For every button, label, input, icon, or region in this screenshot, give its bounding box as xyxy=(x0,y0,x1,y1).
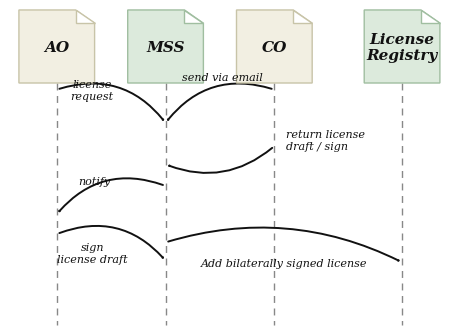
Text: CO: CO xyxy=(262,41,287,55)
Text: AO: AO xyxy=(44,41,70,55)
FancyArrowPatch shape xyxy=(60,84,163,120)
Text: notify: notify xyxy=(79,177,111,187)
FancyArrowPatch shape xyxy=(169,148,272,173)
FancyArrowPatch shape xyxy=(59,226,163,258)
Polygon shape xyxy=(293,10,312,23)
Text: license
request: license request xyxy=(70,80,114,102)
Text: send via email: send via email xyxy=(182,73,263,83)
Polygon shape xyxy=(76,10,95,23)
Polygon shape xyxy=(236,10,312,83)
Polygon shape xyxy=(364,10,440,83)
Text: return license
draft / sign: return license draft / sign xyxy=(286,130,365,152)
FancyArrowPatch shape xyxy=(59,178,163,211)
Polygon shape xyxy=(184,10,203,23)
Text: License
Registry: License Registry xyxy=(367,33,438,63)
FancyArrowPatch shape xyxy=(168,84,272,120)
Polygon shape xyxy=(128,10,203,83)
FancyArrowPatch shape xyxy=(168,227,399,261)
Text: MSS: MSS xyxy=(146,41,185,55)
Polygon shape xyxy=(19,10,95,83)
Polygon shape xyxy=(421,10,440,23)
Text: Add bilaterally signed license: Add bilaterally signed license xyxy=(201,259,367,269)
Text: sign
license draft: sign license draft xyxy=(57,243,128,265)
